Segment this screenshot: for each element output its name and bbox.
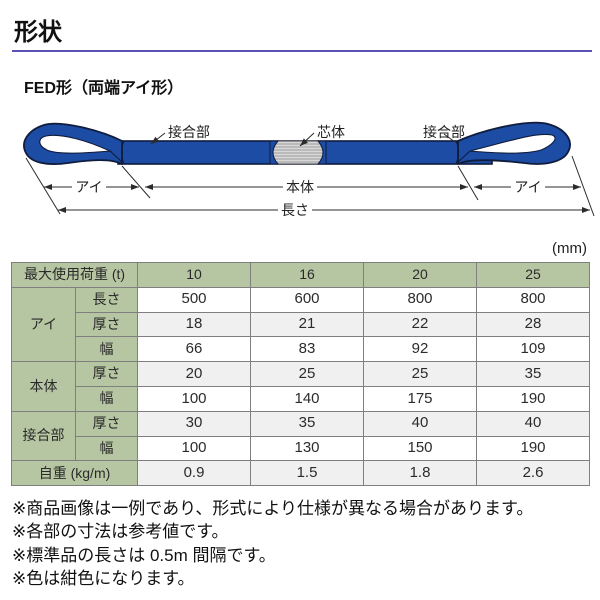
table-cell: 800	[476, 286, 591, 313]
table-cell: 20	[137, 361, 252, 387]
column-header: 16	[250, 262, 365, 288]
eye-right-dim-label: アイ	[514, 179, 541, 195]
table-cell: 92	[363, 336, 478, 363]
column-header: 10	[137, 262, 252, 288]
page-subtitle: FED形（両端アイ形）	[24, 80, 184, 97]
table-cell: 30	[137, 410, 252, 437]
table-row: 厚さ 18 21 22 28	[12, 311, 591, 338]
joint-left-leader-line	[150, 132, 166, 145]
row-header: 幅	[74, 435, 139, 462]
joint-right-label: 接合部	[423, 124, 465, 140]
table-cell: 40	[363, 410, 478, 437]
row-header: 幅	[74, 385, 139, 412]
weight-row-header: 自重 (kg/m)	[10, 460, 139, 487]
table-cell: 150	[363, 435, 478, 462]
table-cell: 175	[363, 385, 478, 412]
ext-line-right-tip	[571, 155, 595, 217]
table-cell: 35	[476, 361, 591, 387]
table-cell: 83	[250, 336, 365, 363]
table-cell: 100	[137, 435, 252, 462]
column-header: 20	[363, 262, 478, 288]
label-mask	[511, 178, 545, 195]
table-cell: 800	[363, 286, 478, 313]
notes-block: ※商品画像は一例であり、形式により仕様が異なる場合があります。 ※各部の寸法は参…	[12, 497, 533, 590]
note-line: ※各部の寸法は参考値です。	[12, 522, 229, 542]
table-row: 自重 (kg/m) 0.9 1.5 1.8 2.6	[10, 460, 591, 487]
table-cell: 21	[250, 311, 365, 338]
table-header-row: 最大使用荷重 (t) 10 16 20 25	[10, 262, 591, 288]
joint-right-leader-line	[443, 133, 456, 143]
ext-line-left-tip	[25, 157, 61, 215]
table-row: 幅 100 140 175 190	[12, 385, 591, 412]
table-cell: 40	[476, 410, 591, 437]
table-row: アイ 長さ 500 600 800 800	[11, 286, 591, 363]
table-row: 幅 66 83 92 109	[12, 336, 591, 363]
table-cell: 1.8	[363, 460, 478, 487]
table-cell: 35	[250, 410, 365, 437]
table-cell: 22	[363, 311, 478, 338]
table-cell: 500	[137, 286, 252, 313]
core-shape	[269, 140, 327, 165]
ext-line-right-joint	[457, 165, 479, 201]
eye-left-dim-label: アイ	[75, 179, 102, 195]
note-line: ※商品画像は一例であり、形式により仕様が異なる場合があります。	[12, 499, 534, 518]
row-header: 長さ	[74, 286, 139, 313]
table-cell: 66	[137, 336, 252, 363]
joint-left-label: 接合部	[168, 124, 210, 140]
table-row: 接合部 厚さ 30 35 40 40	[11, 410, 591, 462]
table-cell: 1.5	[250, 460, 365, 487]
note-line: ※色は紺色になります。	[12, 568, 195, 588]
table-cell: 600	[250, 286, 365, 313]
note-line: ※標準品の長さは 0.5m 間隔です。	[12, 545, 276, 565]
row-header: 厚さ	[74, 410, 139, 437]
table-row: 幅 100 130 150 190	[12, 435, 591, 462]
row-header: 厚さ	[74, 311, 139, 338]
core-label: 芯体	[317, 124, 345, 140]
group-header-eye: アイ	[11, 286, 76, 363]
ext-line-left-joint	[121, 165, 151, 199]
length-dim-label: 長さ	[281, 202, 309, 218]
table-cell: 100	[137, 385, 252, 412]
table-cell: 0.9	[137, 460, 252, 487]
table-cell: 28	[476, 311, 591, 338]
row-header: 厚さ	[74, 361, 139, 387]
table-cell: 2.6	[476, 460, 591, 487]
row-header: 幅	[74, 336, 139, 363]
left-eye-shape	[23, 122, 125, 166]
core-leader-line	[299, 132, 315, 147]
table-cell: 25	[250, 361, 365, 387]
sling-diagram: 接合部 芯体 接合部 アイ 本体 アイ 長さ	[23, 121, 595, 218]
table-cell: 140	[250, 385, 365, 412]
label-mask	[283, 178, 317, 195]
page-title: 形状	[14, 19, 62, 46]
table-cell: 18	[137, 311, 252, 338]
unit-label: (mm)	[552, 240, 587, 257]
title-underline	[12, 50, 592, 52]
group-header-joint: 接合部	[11, 410, 76, 462]
right-eye-shape	[455, 121, 571, 165]
label-mask	[72, 178, 106, 195]
max-load-header: 最大使用荷重 (t)	[10, 262, 139, 288]
spec-table: 最大使用荷重 (t) 10 16 20 25 アイ 長さ 500 600 800…	[10, 262, 591, 487]
table-cell: 190	[476, 385, 591, 412]
table-row: 本体 厚さ 20 25 25 35	[11, 361, 591, 412]
table-cell: 25	[363, 361, 478, 387]
body-dim-label: 本体	[286, 179, 314, 195]
table-cell: 109	[476, 336, 591, 363]
table-cell: 190	[476, 435, 591, 462]
column-header: 25	[476, 262, 591, 288]
label-mask	[278, 201, 312, 218]
group-header-body: 本体	[11, 361, 76, 412]
table-cell: 130	[250, 435, 365, 462]
